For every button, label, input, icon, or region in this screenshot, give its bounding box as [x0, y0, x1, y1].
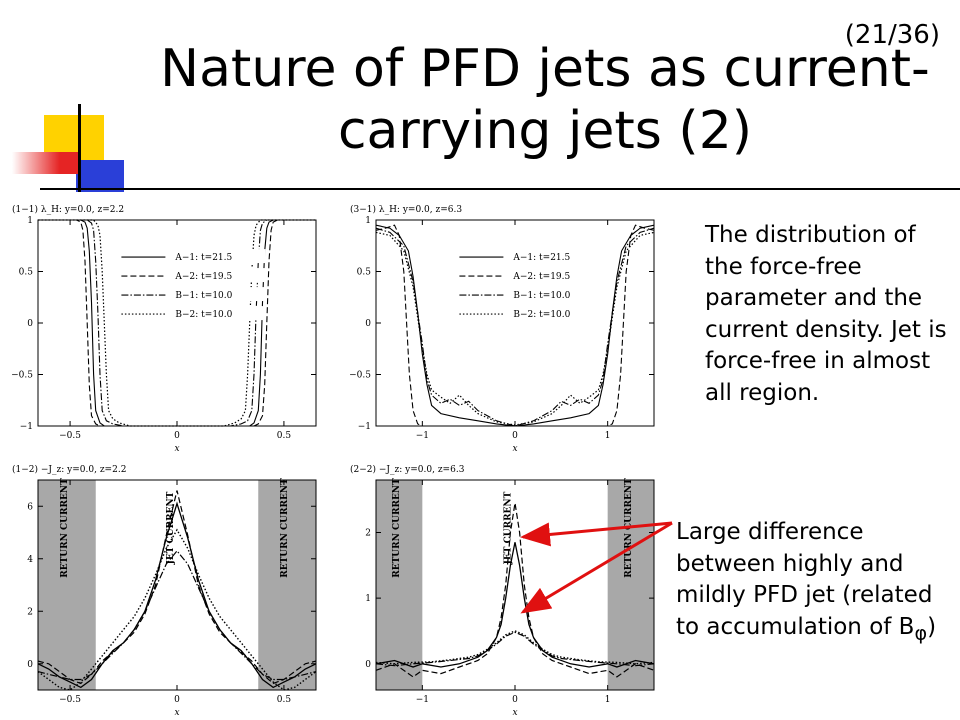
- panel-title: (1−1) λ_H: y=0.0, z=2.2: [12, 204, 124, 215]
- legend-entry: B−2: t=10.0: [513, 310, 570, 320]
- series-line: [375, 542, 655, 668]
- x-tick-label: 0.5: [277, 431, 292, 441]
- series-line: [375, 502, 655, 678]
- return-current-region: [607, 480, 654, 690]
- y-tick-label: 0: [27, 660, 33, 670]
- note-subscript: φ: [914, 621, 928, 645]
- return-current-region: [258, 480, 316, 690]
- y-tick-label: 0.5: [357, 268, 372, 278]
- title-line-2: carrying jets (2): [337, 101, 753, 161]
- description-text: The distribution of the force-free param…: [705, 222, 947, 406]
- page-number: (21/36): [844, 20, 940, 50]
- y-tick-label: −0.5: [11, 371, 33, 381]
- legend-entry: B−2: t=10.0: [175, 310, 232, 320]
- panel-title: (3−1) λ_H: y=0.0, z=6.3: [350, 204, 462, 215]
- chart-current-z63: (2−2) −J_z: y=0.0, z=6.3 RETURN CURRENT JE…: [350, 464, 655, 718]
- arrow-to-highly-pfd-peak: [520, 521, 673, 547]
- legend-bg: [455, 287, 604, 302]
- title-line-1: Nature of PFD jets as current-: [160, 39, 930, 99]
- x-tick-label: 0: [174, 431, 180, 441]
- slide-title: Nature of PFD jets as current- carrying …: [140, 38, 950, 162]
- y-tick-label: 6: [27, 502, 33, 512]
- chart-lambda-z22: (1−1) λ_H: y=0.0, z=2.2 −0.5 0 0.5 −1 −0.5 0 0.…: [11, 204, 317, 454]
- series-line: [37, 490, 317, 685]
- legend-entry: A−1: t=21.5: [174, 253, 232, 263]
- title-underline: [40, 188, 960, 190]
- y-tick-label: 0: [365, 660, 371, 670]
- series-line: [37, 528, 317, 691]
- panel-title: (1−2) −J_z: y=0.0, z=2.2: [12, 464, 126, 475]
- legend-bg: [455, 268, 604, 283]
- legend-entry: B−1: t=10.0: [175, 291, 232, 301]
- legend-entry: A−2: t=19.5: [174, 272, 232, 282]
- y-tick-label: 2: [365, 529, 371, 539]
- x-tick-label: 1: [605, 431, 611, 441]
- y-tick-label: 1: [27, 216, 33, 226]
- y-tick-label: −1: [358, 422, 371, 432]
- legend-bg: [117, 268, 266, 283]
- deco-blue-square: [76, 160, 124, 192]
- legend-bg: [117, 306, 266, 321]
- x-tick-label: 1: [605, 695, 611, 705]
- comparison-note: Large difference between highly and mild…: [676, 517, 956, 649]
- region-label: RETURN CURRENT: [60, 478, 70, 578]
- x-tick-label: 0: [174, 695, 180, 705]
- chart-lambda-z63: (3−1) λ_H: y=0.0, z=6.3 −1 0 1 −1 −0.5 0 0.5 1 x A…: [349, 204, 655, 454]
- x-tick-label: 0: [512, 431, 518, 441]
- return-current-region: [38, 480, 96, 690]
- legend-entry: A−1: t=21.5: [512, 253, 570, 263]
- region-label: JET CURRENT: [503, 491, 513, 565]
- x-tick-label: 0: [512, 695, 518, 705]
- x-tick-label: −1: [416, 695, 429, 705]
- x-axis-label: x: [512, 444, 517, 454]
- y-tick-label: 1: [365, 594, 371, 604]
- legend-bg: [117, 287, 266, 302]
- note-tail: ): [927, 613, 937, 640]
- y-tick-label: −0.5: [349, 371, 371, 381]
- series-line: [38, 219, 316, 427]
- y-tick-label: 4: [27, 555, 33, 565]
- legend-bg: [455, 249, 604, 264]
- panel-title: (2−2) −J_z: y=0.0, z=6.3: [350, 464, 465, 475]
- y-tick-label: 0.5: [19, 268, 34, 278]
- legend-bg: [455, 306, 604, 321]
- region-label: JET CURRENT: [166, 491, 176, 565]
- series-line: [375, 231, 655, 426]
- x-tick-label: 0.5: [277, 695, 292, 705]
- x-tick-label: −1: [416, 431, 429, 441]
- x-axis-label: x: [174, 708, 179, 718]
- x-axis-label: x: [174, 444, 179, 454]
- return-current-region: [376, 480, 423, 690]
- deco-vertical-rule: [78, 104, 81, 192]
- y-tick-label: 2: [27, 607, 33, 617]
- arrow-to-mildly-pfd-peak: [520, 521, 673, 614]
- y-tick-label: 0: [365, 319, 371, 329]
- x-axis-label: x: [512, 708, 517, 718]
- legend-bg: [117, 249, 266, 264]
- deco-red-bar: [12, 152, 80, 174]
- x-tick-label: −0.5: [59, 695, 81, 705]
- x-tick-label: −0.5: [59, 431, 81, 441]
- series-line: [375, 630, 655, 665]
- chart-current-z22: (1−2) −J_z: y=0.0, z=2.2 RETURN CURRENT JE…: [12, 464, 317, 718]
- region-label: RETURN CURRENT: [392, 478, 402, 578]
- series-line: [375, 224, 655, 427]
- legend-entry: A−2: t=19.5: [512, 272, 570, 282]
- y-tick-label: −1: [20, 422, 33, 432]
- legend-entry: B−1: t=10.0: [513, 291, 570, 301]
- series-line: [37, 501, 317, 689]
- region-label: RETURN CURRENT: [280, 478, 290, 578]
- note-text: Large difference between highly and mild…: [676, 519, 933, 640]
- y-tick-label: 1: [365, 216, 371, 226]
- y-tick-label: 0: [27, 319, 33, 329]
